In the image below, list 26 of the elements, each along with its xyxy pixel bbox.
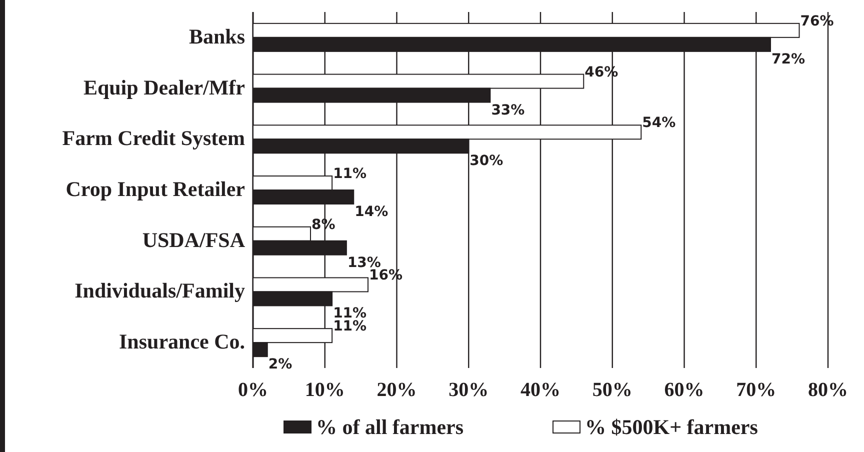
data-label: 33% (491, 102, 525, 118)
x-tick-label: 10% (304, 379, 345, 401)
x-tick-label: 0% (238, 379, 268, 401)
legend-label: % $500K+ farmers (585, 415, 758, 439)
y-tick-label: Equip Dealer/Mfr (83, 75, 245, 100)
x-tick-label: 40% (520, 379, 560, 401)
data-label: 72% (772, 51, 806, 68)
y-tick-label: Insurance Co. (118, 330, 245, 354)
data-label: 2% (268, 356, 292, 373)
x-tick-label: 50% (592, 379, 632, 401)
data-label: 14% (354, 204, 388, 220)
data-label: 30% (470, 153, 504, 170)
y-tick-label: USDA/FSA (142, 228, 246, 252)
y-tick-label: Individuals/Family (74, 278, 246, 303)
data-label: 11% (333, 166, 367, 182)
data-label: 11% (333, 318, 367, 335)
y-tick-label: Farm Credit System (62, 126, 246, 150)
x-tick-label: 70% (736, 379, 776, 401)
x-tick-label: 60% (664, 379, 704, 401)
legend-label: % of all farmers (316, 415, 464, 439)
x-tick-label: 30% (448, 379, 489, 401)
y-tick-label: Crop Input Retailer (66, 177, 245, 201)
x-tick-label: 20% (376, 379, 417, 401)
data-label: 54% (642, 115, 676, 132)
y-tick-label: Banks (188, 24, 245, 48)
x-tick-label: 80% (808, 379, 848, 401)
